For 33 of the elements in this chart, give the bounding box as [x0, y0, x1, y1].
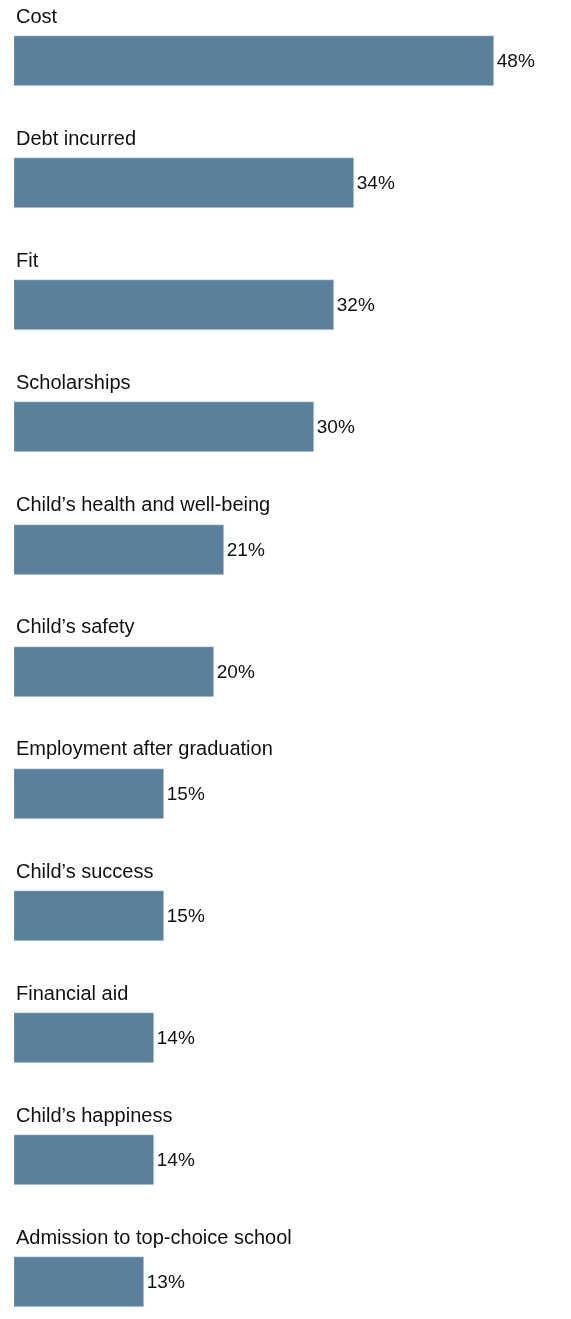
- bar: [14, 646, 214, 697]
- data-label: 14%: [156, 1027, 195, 1049]
- bar: [14, 401, 314, 452]
- y-tick-label: Fit: [16, 249, 39, 271]
- bar: [14, 524, 224, 575]
- bar: [14, 279, 334, 330]
- y-tick-label: Debt incurred: [16, 127, 137, 149]
- data-label: 15%: [166, 905, 205, 927]
- y-tick-label: Child’s success: [16, 860, 154, 882]
- y-tick-label: Child’s health and well-being: [16, 493, 271, 515]
- data-label: 32%: [336, 294, 375, 316]
- data-label: 13%: [146, 1271, 185, 1293]
- data-label: 34%: [356, 172, 395, 194]
- data-label: 15%: [166, 783, 205, 805]
- data-label: 20%: [216, 661, 255, 683]
- bar: [14, 1134, 154, 1185]
- y-tick-label: Scholarships: [16, 371, 131, 393]
- bar: [14, 35, 494, 86]
- y-tick-label: Child’s safety: [16, 615, 135, 637]
- bar: [14, 1256, 144, 1307]
- y-tick-label: Cost: [16, 5, 58, 27]
- bar: [14, 890, 164, 941]
- y-tick-label: Financial aid: [16, 982, 129, 1004]
- bar: [14, 768, 164, 819]
- y-tick-label: Employment after graduation: [16, 737, 273, 759]
- y-tick-label: Child’s happiness: [16, 1104, 173, 1126]
- y-tick-label: Admission to top-choice school: [16, 1226, 292, 1248]
- data-label: 21%: [226, 539, 265, 561]
- data-label: 14%: [156, 1149, 195, 1171]
- data-label: 48%: [496, 50, 535, 72]
- bar: [14, 1012, 154, 1063]
- data-label: 30%: [316, 416, 355, 438]
- bar: [14, 157, 354, 208]
